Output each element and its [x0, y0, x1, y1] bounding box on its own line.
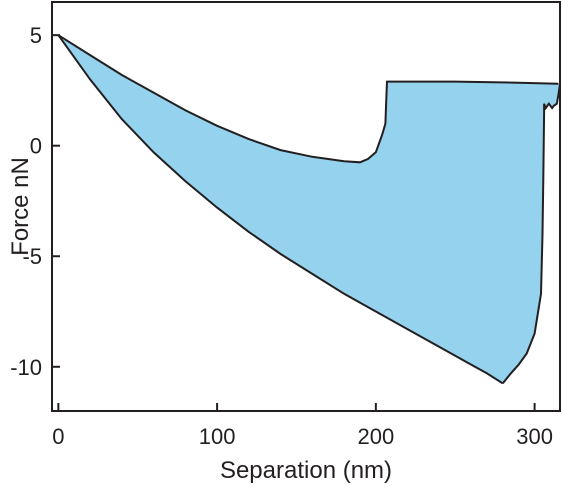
return-curve-line: [502, 83, 561, 385]
y-tick-label: 0: [30, 134, 42, 159]
lower-curve-line: [57, 34, 504, 385]
upper-curve-line: [57, 34, 559, 164]
x-tick-label: 300: [516, 424, 553, 449]
y-tick-label: -5: [22, 244, 42, 269]
y-axis-ticks: -10 -5 0 5: [10, 23, 60, 380]
x-tick-label: 0: [52, 424, 64, 449]
x-axis-ticks: 0 100 200 300: [52, 403, 553, 449]
plot-frame: [51, 1, 561, 412]
x-tick-label: 200: [357, 424, 394, 449]
y-axis-label: Force nN: [7, 157, 34, 256]
y-tick-label: -10: [10, 355, 42, 380]
area-fill: [58, 35, 561, 384]
x-tick-label: 100: [199, 424, 236, 449]
y-tick-label: 5: [30, 23, 42, 48]
x-axis-label: Separation (nm): [220, 457, 392, 484]
